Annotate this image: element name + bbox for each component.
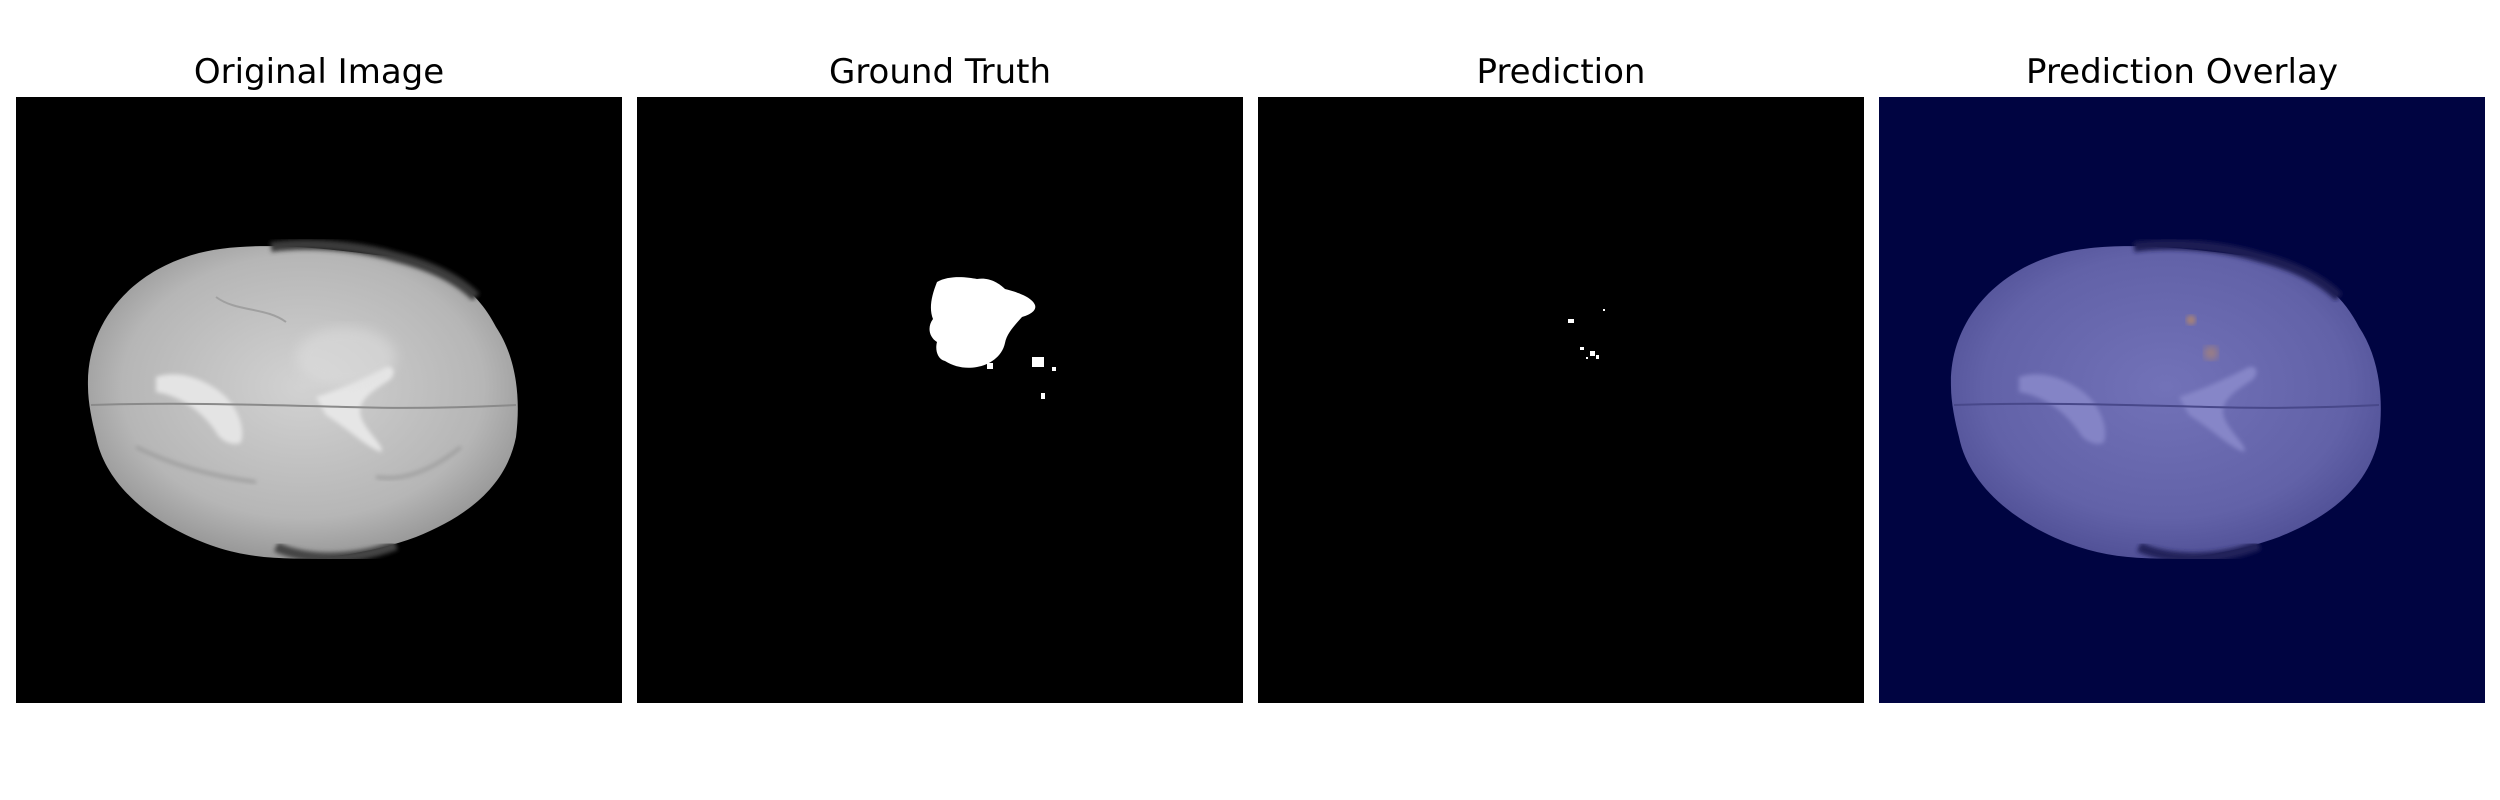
brain-tissue-overlay: [1950, 246, 2381, 559]
prediction-pixel: [1603, 309, 1605, 311]
prediction-pixel: [1586, 357, 1588, 359]
prediction-panel: [1258, 97, 1864, 703]
prediction-pixel: [1580, 347, 1584, 350]
prediction-pixel: [1568, 319, 1574, 323]
prediction-overlay-image: [1879, 97, 2485, 703]
prediction-title: Prediction: [1476, 52, 1646, 92]
ground-truth-panel: [637, 97, 1243, 703]
tumor-mask-fragment: [1052, 367, 1056, 371]
skull-edge: [270, 239, 480, 301]
brain-tissue: [87, 246, 518, 559]
original-mri-image: [16, 97, 622, 703]
ground-truth-mask: [637, 97, 1243, 703]
prediction-highlight: [2204, 346, 2218, 360]
background: [1258, 97, 1864, 703]
ventricle-left: [156, 374, 243, 444]
ventricle-right: [316, 366, 394, 452]
prediction-pixel: [1590, 351, 1595, 356]
tumor-mask-fragment: [1041, 393, 1045, 399]
prediction-pixel: [1596, 355, 1599, 359]
prediction-overlay-title: Prediction Overlay: [2026, 52, 2338, 92]
tumor-mask-fragment: [987, 363, 993, 369]
tumor-mask-fragment: [1032, 357, 1044, 367]
prediction-overlay-panel: [1879, 97, 2485, 703]
prediction-mask: [1258, 97, 1864, 703]
tumor-mask: [929, 277, 1036, 368]
midline: [90, 402, 517, 409]
skull-edge-bottom: [273, 540, 398, 563]
original-image-title: Original Image: [193, 52, 445, 92]
bright-lesion: [296, 327, 396, 387]
ground-truth-title: Ground Truth: [828, 52, 1052, 92]
background: [637, 97, 1243, 703]
original-image-panel: [16, 97, 622, 703]
prediction-highlight: [2186, 315, 2196, 325]
